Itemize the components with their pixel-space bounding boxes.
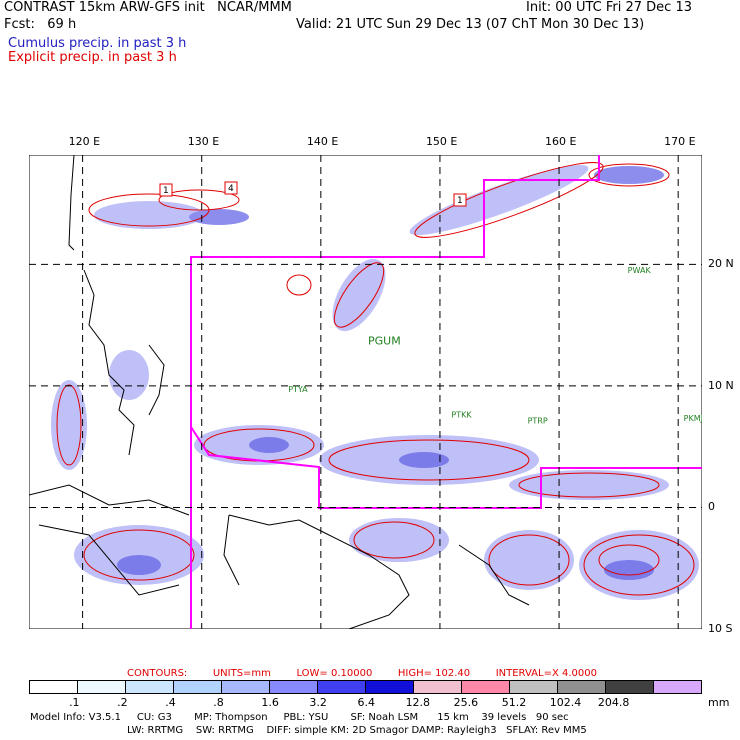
- station-labels: PGUM PTYA PTKK PTRP PKMJ PWAK: [288, 266, 702, 426]
- max-marker-label: 4: [228, 184, 234, 194]
- legend-swatch: [126, 681, 174, 693]
- legend-swatch: [222, 681, 270, 693]
- legend-swatch: [318, 681, 366, 693]
- init-time: Init: 00 UTC Fri 27 Dec 13: [526, 0, 692, 15]
- legend-tick-label: 204.8: [597, 696, 630, 709]
- legend-swatch: [414, 681, 462, 693]
- forecast-hour: Fcst: 69 h: [4, 17, 77, 32]
- legend-swatch: [606, 681, 654, 693]
- units-label: UNITS=mm: [212, 668, 271, 679]
- legend-swatch: [174, 681, 222, 693]
- legend-swatch: [558, 681, 606, 693]
- legend-unit: mm: [708, 696, 730, 709]
- legend-swatch: [510, 681, 558, 693]
- legend-tick-label: 1.6: [261, 696, 279, 709]
- legend-tick-label: 51.2: [501, 696, 527, 709]
- high-label: HIGH= 102.40: [397, 668, 471, 679]
- latitude-label: 0: [708, 500, 715, 514]
- longitude-label: 170 E: [664, 135, 696, 148]
- legend-swatch: [462, 681, 510, 693]
- legend-tick-label: .4: [165, 696, 176, 709]
- model-info-line1: Model Info: V3.5.1 CU: G3 MP: Thompson P…: [30, 712, 569, 723]
- legend-tick-label: .8: [213, 696, 224, 709]
- valid-time: Valid: 21 UTC Sun 29 Dec 13 (07 ChT Mon …: [296, 17, 645, 32]
- longitude-label: 120 E: [68, 135, 101, 148]
- legend-tick-label: .1: [69, 696, 80, 709]
- legend-swatch: [366, 681, 414, 693]
- legend-tick-label: 3.2: [309, 696, 327, 709]
- contours-label: CONTOURS:: [127, 668, 188, 679]
- legend-tick-label: 6.4: [357, 696, 376, 709]
- model-info-line2: LW: RRTMG SW: RRTMG DIFF: simple KM: 2D …: [127, 725, 587, 736]
- station-label: PTKK: [451, 411, 472, 420]
- max-marker-label: 1: [163, 186, 169, 196]
- station-label: PKMJ: [684, 414, 702, 423]
- precip-color-legend: [29, 680, 702, 694]
- legend-tick-label: 102.4: [549, 696, 582, 709]
- station-label: PGUM: [368, 335, 401, 348]
- plot-title: CONTRAST 15km ARW-GFS init NCAR/MMM: [4, 0, 292, 15]
- legend-swatch: [270, 681, 318, 693]
- max-marker-label: 1: [457, 196, 463, 206]
- station-label: PWAK: [628, 266, 652, 275]
- legend-tick-label: 12.8: [405, 696, 431, 709]
- longitude-label: 140 E: [306, 135, 339, 148]
- legend-swatch: [30, 681, 78, 693]
- legend-swatch: [654, 681, 701, 693]
- lat-lon-grid: [29, 155, 702, 629]
- longitude-label: 160 E: [545, 135, 577, 148]
- latitude-label: 10 N: [708, 378, 734, 392]
- legend-tick-label: .2: [117, 696, 128, 709]
- precip-map: 1 4 1 PGUM PTYA PTKK PTRP PKMJ PWAK: [29, 155, 702, 629]
- coastlines: [29, 155, 530, 629]
- latitude-label: 10 S: [708, 622, 733, 635]
- legend-swatch: [78, 681, 126, 693]
- longitude-label: 130 E: [187, 135, 220, 148]
- legend-tick-label: 25.6: [453, 696, 479, 709]
- longitude-label: 150 E: [425, 135, 458, 148]
- cumulus-precip-areas: [51, 164, 699, 600]
- nested-domain-boundary: [190, 155, 702, 629]
- latitude-label: 20 N: [708, 257, 734, 271]
- low-label: LOW= 0.10000: [296, 668, 373, 679]
- cumulus-label: Cumulus precip. in past 3 h: [8, 36, 187, 51]
- max-value-markers: 1 4 1: [159, 181, 467, 207]
- explicit-label: Explicit precip. in past 3 h: [8, 50, 177, 65]
- station-label: PTRP: [528, 417, 548, 426]
- station-label: PTYA: [288, 385, 308, 394]
- contour-info: CONTOURS: UNITS=mm LOW= 0.10000 HIGH= 10…: [127, 668, 597, 679]
- interval-label: INTERVAL=X 4.0000: [495, 668, 597, 679]
